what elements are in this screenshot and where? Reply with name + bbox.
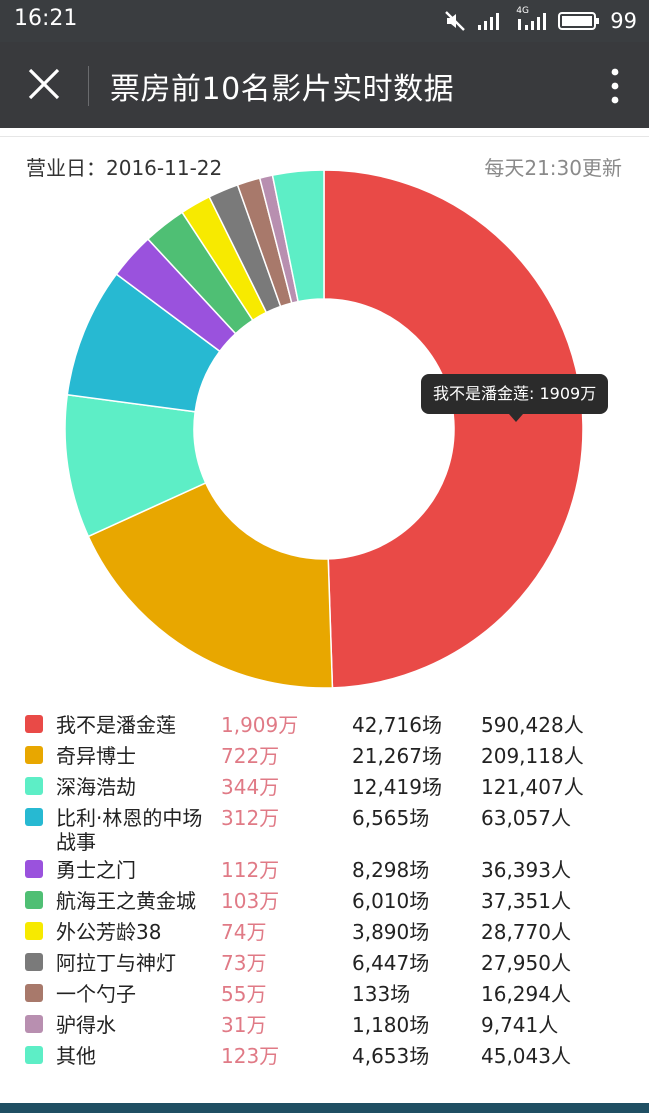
table-row: 阿拉丁与神灯 73万 6,447场 27,950人 (0, 948, 649, 979)
appbar-divider (88, 66, 89, 106)
table-row: 深海浩劫 344万 12,419场 121,407人 (0, 772, 649, 803)
movie-name: 我不是潘金莲 (56, 713, 176, 737)
audience-count: 45,043人 (481, 1044, 571, 1068)
movie-name: 深海浩劫 (56, 775, 136, 799)
movie-name: 驴得水 (56, 1013, 116, 1037)
movie-name: 勇士之门 (56, 858, 136, 882)
show-count: 4,653场 (352, 1044, 430, 1068)
pie-slice-1[interactable] (87, 481, 334, 689)
legend-swatch (25, 777, 43, 795)
show-count: 6,447场 (352, 951, 430, 975)
header-divider (0, 128, 649, 137)
battery-level: 99 (610, 9, 637, 33)
more-options-icon[interactable] (605, 64, 625, 108)
app-bar: 票房前10名影片实时数据 (0, 42, 649, 128)
box-office-gross: 103万 (221, 889, 280, 913)
table-row: 我不是潘金莲 1,909万 42,716场 590,428人 (0, 710, 649, 741)
table-row: 外公芳龄38 74万 3,890场 28,770人 (0, 917, 649, 948)
legend-swatch (25, 715, 43, 733)
show-count: 3,890场 (352, 920, 430, 944)
legend-swatch (25, 891, 43, 909)
mute-icon (445, 11, 466, 31)
table-row: 航海王之黄金城 103万 6,010场 37,351人 (0, 886, 649, 917)
business-date: 营业日：2016-11-22 (26, 156, 223, 180)
table-row: 其他 123万 4,653场 45,043人 (0, 1041, 649, 1072)
legend-swatch (25, 860, 43, 878)
box-office-gross: 31万 (221, 1013, 267, 1037)
update-note: 每天21:30更新 (484, 156, 622, 180)
movie-name: 航海王之黄金城 (56, 889, 196, 913)
box-office-gross: 344万 (221, 775, 280, 799)
pie-slice-0[interactable] (323, 170, 584, 689)
table-row: 驴得水 31万 1,180场 9,741人 (0, 1010, 649, 1041)
box-office-gross: 73万 (221, 951, 267, 975)
battery-icon (558, 12, 600, 30)
audience-count: 37,351人 (481, 889, 571, 913)
audience-count: 121,407人 (481, 775, 584, 799)
box-office-gross: 1,909万 (221, 713, 299, 737)
audience-count: 36,393人 (481, 858, 571, 882)
box-office-gross: 55万 (221, 982, 267, 1006)
box-office-gross: 112万 (221, 858, 280, 882)
show-count: 6,010场 (352, 889, 430, 913)
pie-slice-10[interactable] (271, 170, 325, 303)
box-office-gross: 74万 (221, 920, 267, 944)
table-row: 奇异博士 722万 21,267场 209,118人 (0, 741, 649, 772)
legend-swatch (25, 808, 43, 826)
audience-count: 28,770人 (481, 920, 571, 944)
audience-count: 63,057人 (481, 806, 571, 830)
show-count: 21,267场 (352, 744, 442, 768)
show-count: 42,716场 (352, 713, 442, 737)
status-icons: 4G 99 (444, 6, 637, 36)
table-row: 一个勺子 55万 133场 16,294人 (0, 979, 649, 1010)
legend-swatch (25, 746, 43, 764)
status-time: 16:21 (14, 6, 78, 31)
show-count: 133场 (352, 982, 411, 1006)
show-count: 12,419场 (352, 775, 442, 799)
box-office-gross: 312万 (221, 806, 280, 830)
legend-swatch (25, 922, 43, 940)
legend-swatch (25, 1046, 43, 1064)
show-count: 6,565场 (352, 806, 430, 830)
close-icon[interactable] (22, 62, 66, 106)
movie-name: 阿拉丁与神灯 (56, 951, 176, 975)
donut-chart (64, 170, 584, 689)
audience-count: 590,428人 (481, 713, 584, 737)
legend-swatch (25, 1015, 43, 1033)
legend-swatch (25, 984, 43, 1002)
chart-tooltip: 我不是潘金莲: 1909万 (421, 374, 609, 422)
audience-count: 16,294人 (481, 982, 571, 1006)
network-label: 4G (516, 6, 529, 16)
bottom-bar (0, 1103, 649, 1113)
show-count: 1,180场 (352, 1013, 430, 1037)
page-title: 票房前10名影片实时数据 (110, 72, 455, 107)
show-count: 8,298场 (352, 858, 430, 882)
movie-name: 比利·林恩的中场战事 (56, 806, 203, 854)
movie-name: 其他 (56, 1044, 96, 1068)
audience-count: 209,118人 (481, 744, 584, 768)
table-row: 比利·林恩的中场战事 312万 6,565场 63,057人 (0, 803, 649, 855)
legend-swatch (25, 953, 43, 971)
audience-count: 27,950人 (481, 951, 571, 975)
box-office-gross: 722万 (221, 744, 280, 768)
signal-4g-icon: 4G (516, 6, 548, 32)
status-bar: 16:21 4G 99 (0, 0, 649, 42)
audience-count: 9,741人 (481, 1013, 559, 1037)
movie-name: 外公芳龄38 (56, 920, 162, 944)
movie-name: 奇异博士 (56, 744, 136, 768)
movie-name: 一个勺子 (56, 982, 136, 1006)
table-row: 勇士之门 112万 8,298场 36,393人 (0, 855, 649, 886)
box-office-gross: 123万 (221, 1044, 280, 1068)
signal-icon (478, 13, 500, 30)
